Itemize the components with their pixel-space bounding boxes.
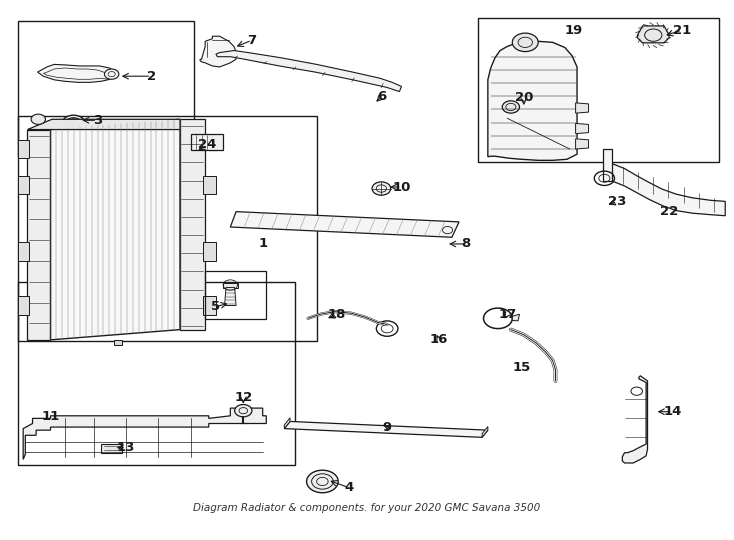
Polygon shape (27, 119, 180, 130)
Polygon shape (114, 340, 123, 345)
Text: 8: 8 (462, 238, 471, 251)
Polygon shape (203, 176, 216, 194)
Text: 3: 3 (92, 114, 102, 127)
Bar (101, 443, 123, 453)
Polygon shape (603, 149, 611, 181)
Polygon shape (575, 139, 589, 149)
Text: 16: 16 (429, 333, 448, 346)
Text: 20: 20 (515, 91, 533, 104)
Polygon shape (575, 103, 589, 113)
Circle shape (502, 101, 520, 113)
Text: 12: 12 (234, 392, 252, 404)
Polygon shape (18, 242, 29, 261)
Polygon shape (18, 140, 29, 158)
Polygon shape (284, 418, 290, 429)
Text: 5: 5 (211, 300, 220, 313)
Polygon shape (23, 408, 266, 460)
Polygon shape (512, 314, 520, 321)
Polygon shape (51, 119, 180, 340)
Polygon shape (18, 296, 29, 315)
Text: 2: 2 (147, 70, 156, 83)
Circle shape (31, 114, 46, 124)
Polygon shape (482, 427, 488, 437)
Bar (479, 18, 719, 162)
Text: Diagram Radiator & components. for your 2020 GMC Savana 3500: Diagram Radiator & components. for your … (193, 503, 541, 513)
Polygon shape (223, 284, 238, 287)
Text: 21: 21 (673, 24, 691, 37)
Polygon shape (284, 421, 488, 437)
Text: 18: 18 (327, 308, 346, 321)
Circle shape (104, 69, 119, 79)
Polygon shape (200, 36, 236, 67)
Polygon shape (622, 376, 647, 463)
Circle shape (372, 182, 390, 195)
Polygon shape (208, 134, 217, 150)
Text: 23: 23 (608, 195, 627, 208)
Polygon shape (230, 212, 459, 237)
Text: 13: 13 (117, 441, 135, 454)
Circle shape (62, 115, 85, 132)
Text: 22: 22 (660, 205, 678, 218)
Text: 11: 11 (41, 410, 59, 423)
Bar (18, 282, 295, 464)
Text: 10: 10 (393, 180, 411, 193)
Polygon shape (225, 287, 236, 306)
Text: 15: 15 (512, 361, 531, 374)
Polygon shape (216, 51, 401, 92)
Polygon shape (18, 176, 29, 194)
Polygon shape (193, 134, 212, 140)
Circle shape (512, 33, 538, 51)
Bar (205, 271, 266, 319)
Polygon shape (488, 41, 577, 160)
Text: 6: 6 (377, 90, 386, 103)
Text: 4: 4 (344, 481, 354, 494)
Text: 1: 1 (258, 238, 267, 251)
Polygon shape (203, 242, 216, 261)
Polygon shape (637, 26, 669, 43)
Polygon shape (575, 123, 589, 133)
Polygon shape (27, 130, 51, 340)
Polygon shape (180, 119, 205, 329)
Text: 24: 24 (198, 138, 217, 151)
Bar (18, 116, 316, 341)
Circle shape (307, 470, 338, 492)
Text: 9: 9 (382, 421, 392, 434)
Circle shape (235, 404, 252, 417)
Polygon shape (611, 164, 725, 215)
Polygon shape (191, 133, 223, 150)
Text: 7: 7 (247, 34, 256, 47)
Polygon shape (37, 64, 115, 82)
Text: 19: 19 (565, 24, 584, 37)
Bar (18, 21, 195, 157)
Text: 17: 17 (498, 308, 517, 321)
Text: 14: 14 (664, 405, 682, 418)
Polygon shape (203, 296, 216, 315)
